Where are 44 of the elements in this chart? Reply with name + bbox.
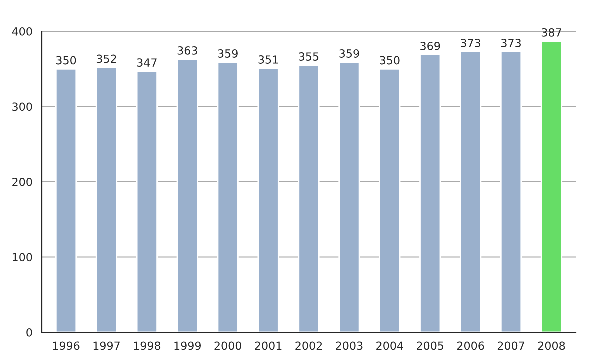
bar — [379, 68, 401, 332]
bar — [460, 51, 482, 332]
data-label: 369 — [420, 42, 440, 50]
x-tick-label: 2000 — [214, 342, 242, 350]
x-tick-label: 2003 — [336, 342, 363, 350]
x-tick-label: 2005 — [417, 342, 444, 350]
data-label: 347 — [137, 58, 157, 67]
x-tick-label: 1998 — [134, 342, 161, 350]
data-label: 350 — [56, 56, 76, 65]
data-label: 355 — [299, 52, 319, 61]
data-label: 350 — [380, 56, 400, 65]
y-tick-label: 400 — [12, 27, 32, 36]
data-label: 363 — [178, 46, 198, 55]
bar — [96, 66, 118, 332]
x-tick-label: 2006 — [457, 342, 484, 350]
x-tick-label: 2001 — [255, 342, 282, 350]
bar — [298, 64, 320, 332]
data-label: 351 — [258, 56, 278, 64]
data-label: 359 — [340, 50, 360, 58]
x-tick-label: 2004 — [376, 342, 404, 350]
data-label: 352 — [96, 54, 116, 64]
y-tick-label: 0 — [26, 328, 32, 337]
bar — [176, 58, 198, 332]
x-tick-label: 2008 — [538, 342, 566, 350]
bar — [540, 40, 563, 332]
bar — [338, 62, 360, 332]
y-tick-label: 100 — [12, 253, 32, 262]
data-label: 373 — [461, 39, 481, 48]
x-tick-label: 1996 — [53, 342, 80, 350]
bar — [55, 68, 78, 332]
x-tick-label: 2007 — [498, 342, 524, 350]
data-label: 387 — [542, 28, 562, 37]
data-label: 359 — [218, 50, 238, 58]
x-tick-label: 1997 — [94, 342, 120, 350]
y-tick-label: 200 — [12, 178, 32, 186]
bar — [136, 70, 158, 332]
bar — [500, 51, 522, 332]
x-tick-label: 1999 — [174, 342, 201, 350]
data-label: 373 — [502, 39, 521, 48]
x-tick-label: 2002 — [296, 342, 322, 350]
bar — [420, 54, 442, 332]
bar — [258, 68, 280, 332]
y-tick-label: 300 — [12, 102, 32, 112]
bar — [217, 62, 239, 332]
